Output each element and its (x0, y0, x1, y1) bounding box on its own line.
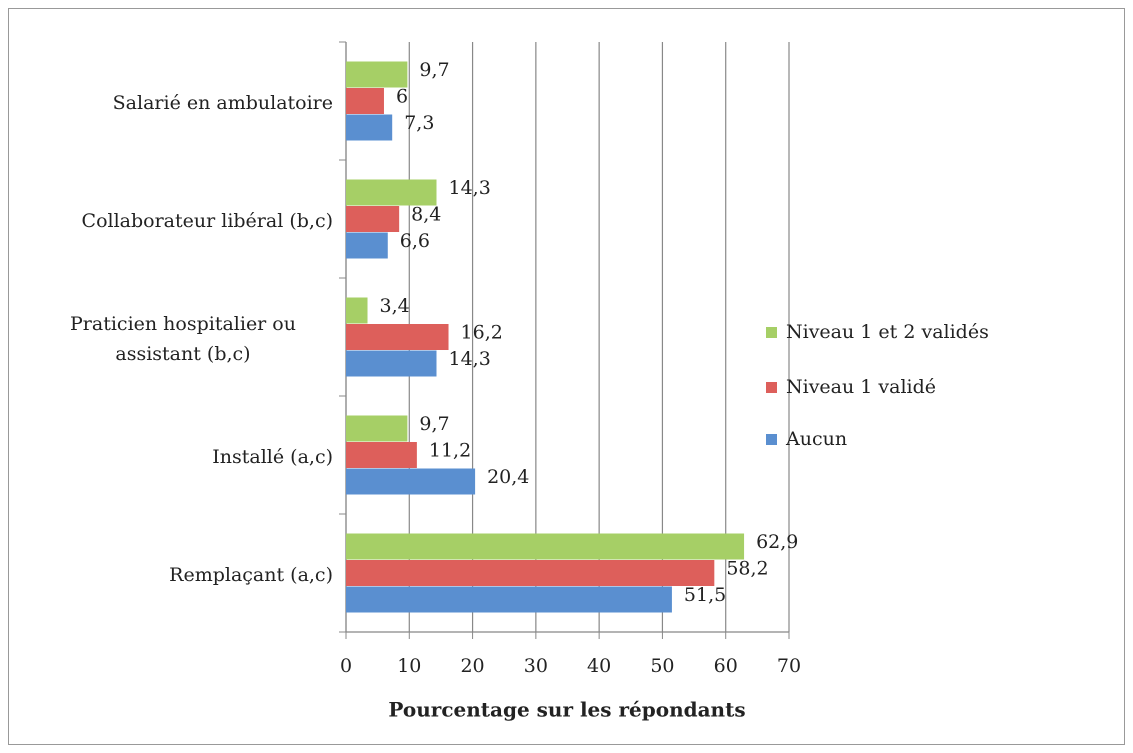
legend-label: Aucun (785, 428, 847, 450)
legend-swatch (766, 327, 777, 338)
bar (346, 350, 437, 377)
value-label: 14,3 (448, 177, 490, 199)
y-tick-label: Remplaçant (a,c) (169, 564, 333, 586)
bar (346, 324, 449, 350)
bar (346, 114, 393, 141)
bar (346, 206, 400, 232)
value-label: 20,4 (487, 466, 529, 488)
legend-swatch (766, 382, 777, 393)
bar (346, 533, 745, 560)
x-tick-label: 20 (460, 655, 484, 677)
value-label: 8,4 (411, 203, 441, 225)
value-label: 14,3 (448, 348, 490, 370)
bar (346, 232, 388, 259)
legend-label: Niveau 1 et 2 validés (786, 321, 989, 343)
bar (346, 560, 715, 586)
y-tick-label: Praticien hospitalier ou assistant (b,c) (70, 313, 296, 365)
value-label: 3,4 (380, 295, 410, 317)
x-tick-label: 60 (714, 655, 738, 677)
x-tick-label: 50 (650, 655, 674, 677)
bar (346, 468, 476, 495)
value-label: 6,6 (400, 230, 430, 252)
value-label: 9,7 (419, 413, 449, 435)
bar (346, 179, 437, 206)
legend-label: Niveau 1 validé (786, 376, 936, 398)
y-tick-label: Installé (a,c) (212, 446, 333, 468)
x-tick-label: 0 (340, 655, 352, 677)
legend-swatch (766, 434, 777, 445)
bar (346, 586, 672, 613)
bar (346, 415, 408, 442)
y-tick-label: Salarié en ambulatoire (112, 92, 333, 114)
bar (346, 61, 408, 88)
x-tick-label: 10 (397, 655, 421, 677)
value-label: 7,3 (404, 112, 434, 134)
value-label: 58,2 (726, 557, 768, 579)
value-label: 16,2 (461, 321, 503, 343)
x-tick-label: 70 (777, 655, 801, 677)
x-tick-label: 40 (587, 655, 611, 677)
value-label: 51,5 (684, 584, 726, 606)
value-label: 6 (396, 85, 408, 107)
value-label: 11,2 (429, 439, 471, 461)
x-tick-label: 30 (524, 655, 548, 677)
value-label: 62,9 (756, 531, 798, 553)
frame (8, 8, 1125, 745)
value-label: 9,7 (419, 59, 449, 81)
y-tick-label: Collaborateur libéral (b,c) (81, 210, 333, 232)
x-axis-title: Pourcentage sur les répondants (388, 698, 745, 722)
bar (346, 297, 368, 324)
bar (346, 88, 384, 114)
bar (346, 442, 417, 468)
